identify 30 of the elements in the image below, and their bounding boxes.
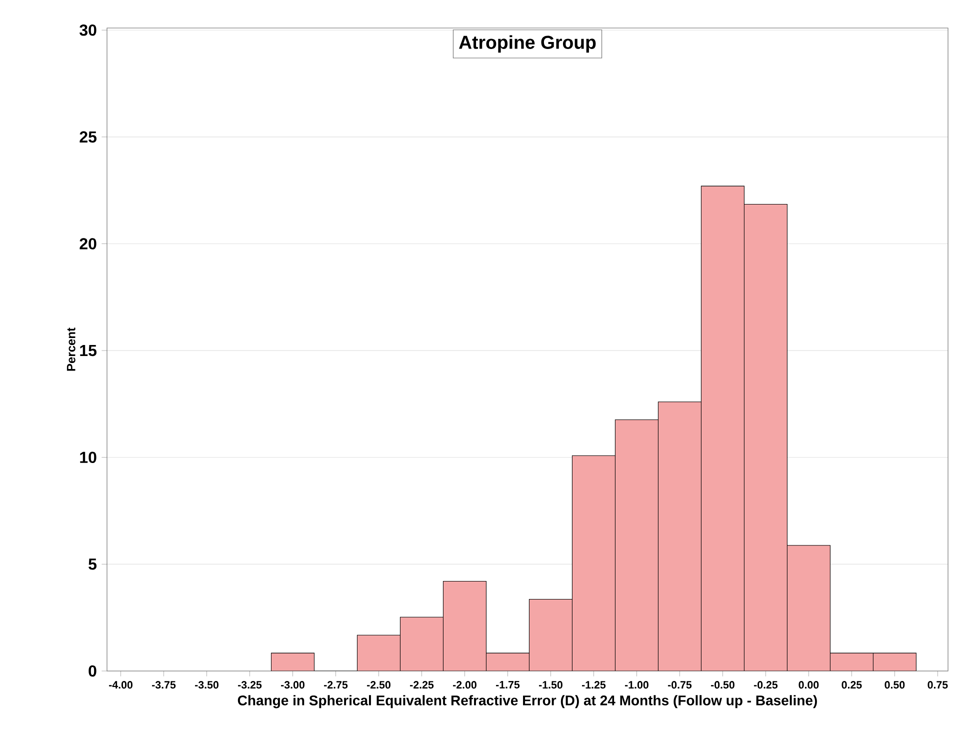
- x-tick-label: -3.00: [281, 681, 304, 689]
- x-tick-label: -1.75: [496, 681, 520, 688]
- x-tick-label: -2.00: [452, 681, 476, 689]
- x-tick-label: -1.25: [582, 681, 606, 689]
- x-tick-label: -1.00: [624, 681, 648, 689]
- x-tick-label: -2.75: [324, 681, 348, 689]
- x-tick-label: -3.50: [195, 681, 218, 689]
- x-tick-label: -2.50: [367, 681, 390, 689]
- y-tick-label: 0: [88, 665, 96, 677]
- x-tick-label: 0.75: [928, 681, 948, 689]
- y-tick-label: 25: [80, 131, 97, 143]
- y-tick-label: 30: [80, 24, 96, 36]
- x-tick-label: -0.50: [710, 681, 734, 689]
- x-tick-label: 0.00: [798, 681, 819, 689]
- chart-title: Atropine Group: [459, 35, 596, 53]
- x-tick-label: 0.25: [842, 681, 862, 689]
- y-tick-label: 20: [80, 238, 96, 250]
- y-tick-label: 15: [80, 344, 97, 356]
- x-tick-label: -2.25: [410, 681, 434, 689]
- x-tick-label: -0.75: [668, 681, 692, 689]
- y-axis-title: Percent: [66, 328, 76, 371]
- x-tick-label: -3.25: [238, 681, 262, 689]
- x-tick-label: 0.50: [884, 681, 905, 689]
- x-tick-label: -0.25: [754, 681, 778, 689]
- x-tick-label: -4.00: [109, 681, 132, 689]
- y-tick-label: 10: [80, 452, 96, 464]
- x-tick-label: -3.75: [152, 681, 176, 689]
- x-tick-label: -1.50: [538, 681, 562, 689]
- y-tick-label: 5: [88, 558, 97, 570]
- x-axis-title: Change in Spherical Equivalent Refractive Error (D) at 24 Months (Follow up - Baseline): [238, 695, 817, 708]
